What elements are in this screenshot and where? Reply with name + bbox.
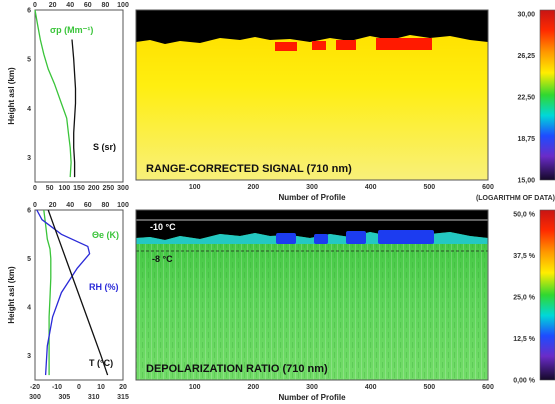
x-top-tick-label: 60 xyxy=(84,2,92,9)
x-tick-label: 400 xyxy=(365,184,377,191)
colorbar-tick-label: 25,0 % xyxy=(513,295,536,302)
y-tick-label: 4 xyxy=(27,106,31,113)
t-series-label: T (°C) xyxy=(89,358,113,368)
bottom-image-panel: -10 °C -8 °C DEPOLARIZATION RATIO (710 n… xyxy=(135,209,494,402)
x-top-tick-label: 80 xyxy=(102,2,110,9)
x-tick-label: 300 xyxy=(306,384,318,391)
colorbar-tick-label: 26,25 xyxy=(517,53,535,60)
series-line xyxy=(34,9,72,178)
isotherm-minus10-label: -10 °C xyxy=(150,222,176,232)
colorbar-tick-label: 22,50 xyxy=(517,95,535,102)
y-tick-label: 3 xyxy=(27,353,31,360)
colorbar-tick-label: 30,00 xyxy=(517,12,535,19)
bottom-cloud-1 xyxy=(276,233,296,244)
x-tick-label: 200 xyxy=(247,384,259,391)
y-tick-label: 5 xyxy=(27,57,31,64)
x-top-tick-label: 20 xyxy=(49,2,57,9)
colorbar-tick-label: 15,00 xyxy=(517,178,535,185)
top-colorbar: 30,00 26,25 22,50 18,75 15,00 (LOGARITHM OF … xyxy=(476,9,555,202)
x-tick-label: 600 xyxy=(482,384,494,391)
bottom-cloud-3 xyxy=(346,231,366,244)
x-top-tick-label: 80 xyxy=(102,202,110,209)
x-bottom-tick-label: 100 xyxy=(58,185,70,192)
bottom-cloud-4 xyxy=(378,230,434,244)
bottom-cloud-2 xyxy=(314,234,328,244)
x-bottom2-tick-label: 310 xyxy=(88,394,100,401)
x-bottom-tick-label: 10 xyxy=(97,384,105,391)
bottom-image-xlabel: Number of Profile xyxy=(278,393,346,402)
top-colorbar-label: (LOGARITHM OF DATA) xyxy=(476,195,555,202)
top-cloud-1 xyxy=(275,42,297,51)
x-tick-label: 200 xyxy=(247,184,259,191)
y-tick-label: 5 xyxy=(27,256,31,263)
top-image-signal xyxy=(136,35,488,180)
y-tick-label: 3 xyxy=(27,155,31,162)
x-top-tick-label: 100 xyxy=(117,2,129,9)
x-bottom2-tick-label: 300 xyxy=(29,394,41,401)
bottom-image-title: DEPOLARIZATION RATIO (710 nm) xyxy=(146,363,328,375)
x-tick-label: 300 xyxy=(306,184,318,191)
series-line xyxy=(36,209,91,376)
x-top-tick-label: 0 xyxy=(33,2,37,9)
bottom-profile-panel: 3 4 5 6 0 20 40 60 80 100 -20 -10 0 10 20 300 305 310 3… xyxy=(7,202,129,401)
top-image-xlabel: Number of Profile xyxy=(278,193,346,202)
top-image-title: RANGE-CORRECTED SIGNAL (710 nm) xyxy=(146,163,352,175)
x-bottom2-tick-label: 315 xyxy=(117,394,129,401)
colorbar-tick-label: 18,75 xyxy=(517,136,535,143)
y-tick-label: 4 xyxy=(27,305,31,312)
top-cloud-2 xyxy=(312,41,326,50)
y-tick-label: 6 xyxy=(27,8,31,15)
top-cloud-3 xyxy=(336,40,356,50)
x-tick-label: 600 xyxy=(482,184,494,191)
x-bottom-tick-label: 0 xyxy=(77,384,81,391)
series-line xyxy=(47,209,109,376)
rh-series-label: RH (%) xyxy=(89,282,119,292)
y-tick-label: 6 xyxy=(27,208,31,215)
x-tick-label: 500 xyxy=(423,184,435,191)
s-series-label: S (sr) xyxy=(93,142,116,152)
bottom-profile-ylabel: Height asl (km) xyxy=(7,266,16,324)
x-bottom-tick-label: -10 xyxy=(52,384,62,391)
x-bottom-tick-label: 150 xyxy=(73,185,85,192)
x-top-tick-label: 20 xyxy=(49,202,57,209)
series-line xyxy=(43,209,52,376)
x-bottom-tick-label: 0 xyxy=(33,185,37,192)
x-tick-label: 500 xyxy=(423,384,435,391)
x-tick-label: 100 xyxy=(189,384,201,391)
theta-series-label: Θe (K) xyxy=(92,230,119,240)
x-bottom-tick-label: 200 xyxy=(88,185,100,192)
bottom-colorbar: 50,0 % 37,5 % 25,0 % 12,5 % 0,00 % xyxy=(513,209,555,385)
colorbar-tick-label: 12,5 % xyxy=(513,336,536,343)
top-cloud-4 xyxy=(376,38,432,50)
x-bottom2-tick-label: 305 xyxy=(58,394,70,401)
x-bottom-tick-label: 50 xyxy=(46,185,54,192)
x-top-tick-label: 40 xyxy=(66,202,74,209)
x-top-tick-label: 0 xyxy=(33,202,37,209)
x-bottom-tick-label: 300 xyxy=(117,185,129,192)
x-top-tick-label: 40 xyxy=(66,2,74,9)
top-image-panel: RANGE-CORRECTED SIGNAL (710 nm) 100 200 30… xyxy=(135,9,494,202)
top-profile-ylabel: Height asl (km) xyxy=(7,67,16,125)
top-profile-frame xyxy=(34,9,124,183)
x-tick-label: 100 xyxy=(189,184,201,191)
x-bottom-tick-label: -20 xyxy=(30,384,40,391)
sigma-series-label: σp (Mm⁻¹) xyxy=(50,25,93,35)
x-bottom-tick-label: 20 xyxy=(119,384,127,391)
x-top-tick-label: 60 xyxy=(84,202,92,209)
x-top-tick-label: 100 xyxy=(117,202,129,209)
series-line xyxy=(71,39,77,178)
isotherm-minus8-label: -8 °C xyxy=(152,254,173,264)
colorbar-tick-label: 37,5 % xyxy=(513,253,536,260)
x-tick-label: 400 xyxy=(365,384,377,391)
x-bottom-tick-label: 250 xyxy=(102,185,114,192)
colorbar-tick-label: 50,0 % xyxy=(513,212,536,219)
colorbar-tick-label: 0,00 % xyxy=(513,378,536,385)
